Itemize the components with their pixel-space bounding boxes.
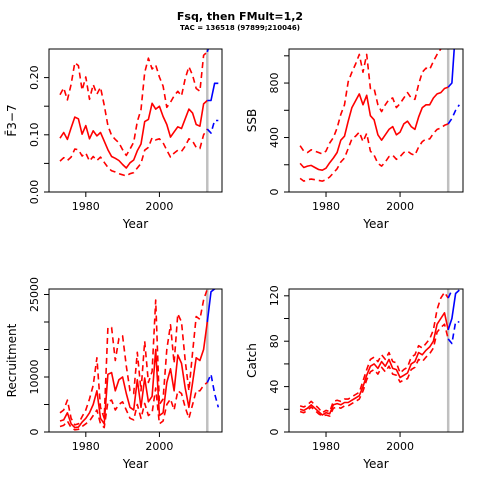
x-axis-label: Year <box>122 217 148 231</box>
y-tick-label: 0.20 <box>28 65 41 90</box>
x-tick-label: 2000 <box>386 200 414 213</box>
panel-ssb: 1980 2000 0 400 800 Year SSB <box>245 0 464 231</box>
series-group <box>59 289 220 431</box>
y-tick-label: 0 <box>268 189 281 196</box>
projection-median-line <box>207 82 219 102</box>
y-axis-label: SSB <box>245 109 259 132</box>
plot-frame <box>48 48 223 193</box>
y-tick-label: 25000 <box>28 277 41 312</box>
history-upper-line <box>299 49 442 155</box>
y-tick-label: 0 <box>268 429 281 436</box>
history-upper-line <box>59 51 208 157</box>
figure-title: Fsq, then FMult=1,2 <box>177 10 303 23</box>
y-tick-label: 40 <box>268 380 281 394</box>
projection-upper-line <box>448 0 459 44</box>
y-axis-label: Catch <box>245 343 259 378</box>
plot-frame <box>288 288 464 433</box>
history-lower-line <box>299 323 449 417</box>
x-axis-label: Year <box>122 457 148 471</box>
projection-lower-line <box>206 373 220 408</box>
x-tick-label: 1980 <box>312 200 340 213</box>
y-tick-label: 120 <box>268 285 281 306</box>
history-upper-line <box>59 289 209 426</box>
x-axis-label: Year <box>362 457 388 471</box>
y-tick-label: 0.10 <box>28 123 41 148</box>
projection-upper-line <box>447 289 454 299</box>
y-tick-label: 800 <box>268 73 281 94</box>
projection-lower-line <box>447 321 460 345</box>
panel-fbar: 1980 2000 0.00 0.10 0.20 Year F̄3−7 <box>5 48 223 231</box>
panel-recruitment: 1980 2000 0 10000 25000 Year Recruitment <box>5 277 223 471</box>
projection-median-line <box>447 49 456 88</box>
history-lower-line <box>299 123 449 182</box>
y-tick-label: 0.00 <box>28 180 41 205</box>
plot-frame <box>288 48 464 193</box>
series-group <box>299 0 460 182</box>
x-tick-label: 2000 <box>386 440 414 453</box>
plot-frame <box>48 288 223 433</box>
history-lower-line <box>59 381 208 431</box>
y-axis-label: F̄3−7 <box>5 104 19 136</box>
history-median-line <box>59 321 209 429</box>
y-tick-label: 80 <box>268 334 281 348</box>
x-axis-label: Year <box>362 217 388 231</box>
projection-median-line <box>447 289 460 331</box>
projection-lower-line <box>206 119 219 134</box>
history-lower-line <box>59 128 208 177</box>
series-group <box>59 49 219 177</box>
projection-upper-line <box>207 289 209 290</box>
panel-catch: 1980 2000 0 40 80 120 Year Catch <box>245 285 464 471</box>
x-tick-label: 1980 <box>72 440 100 453</box>
series-group <box>299 289 460 417</box>
figure-subtitle: TAC = 136518 (97899;210046) <box>180 24 300 32</box>
history-median-line <box>299 86 449 171</box>
y-tick-label: 400 <box>268 127 281 148</box>
x-tick-label: 2000 <box>145 440 173 453</box>
history-median-line <box>299 312 449 416</box>
x-tick-label: 2000 <box>145 200 173 213</box>
projection-median-line <box>206 289 218 323</box>
history-upper-line <box>299 291 449 414</box>
y-axis-label: Recruitment <box>5 323 19 397</box>
projection-lower-line <box>447 104 460 125</box>
x-tick-label: 1980 <box>72 200 100 213</box>
history-median-line <box>59 99 208 169</box>
y-tick-label: 10000 <box>28 360 41 395</box>
x-tick-label: 1980 <box>312 440 340 453</box>
y-tick-label: 0 <box>28 429 41 436</box>
panels: 1980 2000 0.00 0.10 0.20 Year F̄3−7 1980 2000 0 40… <box>5 0 464 471</box>
